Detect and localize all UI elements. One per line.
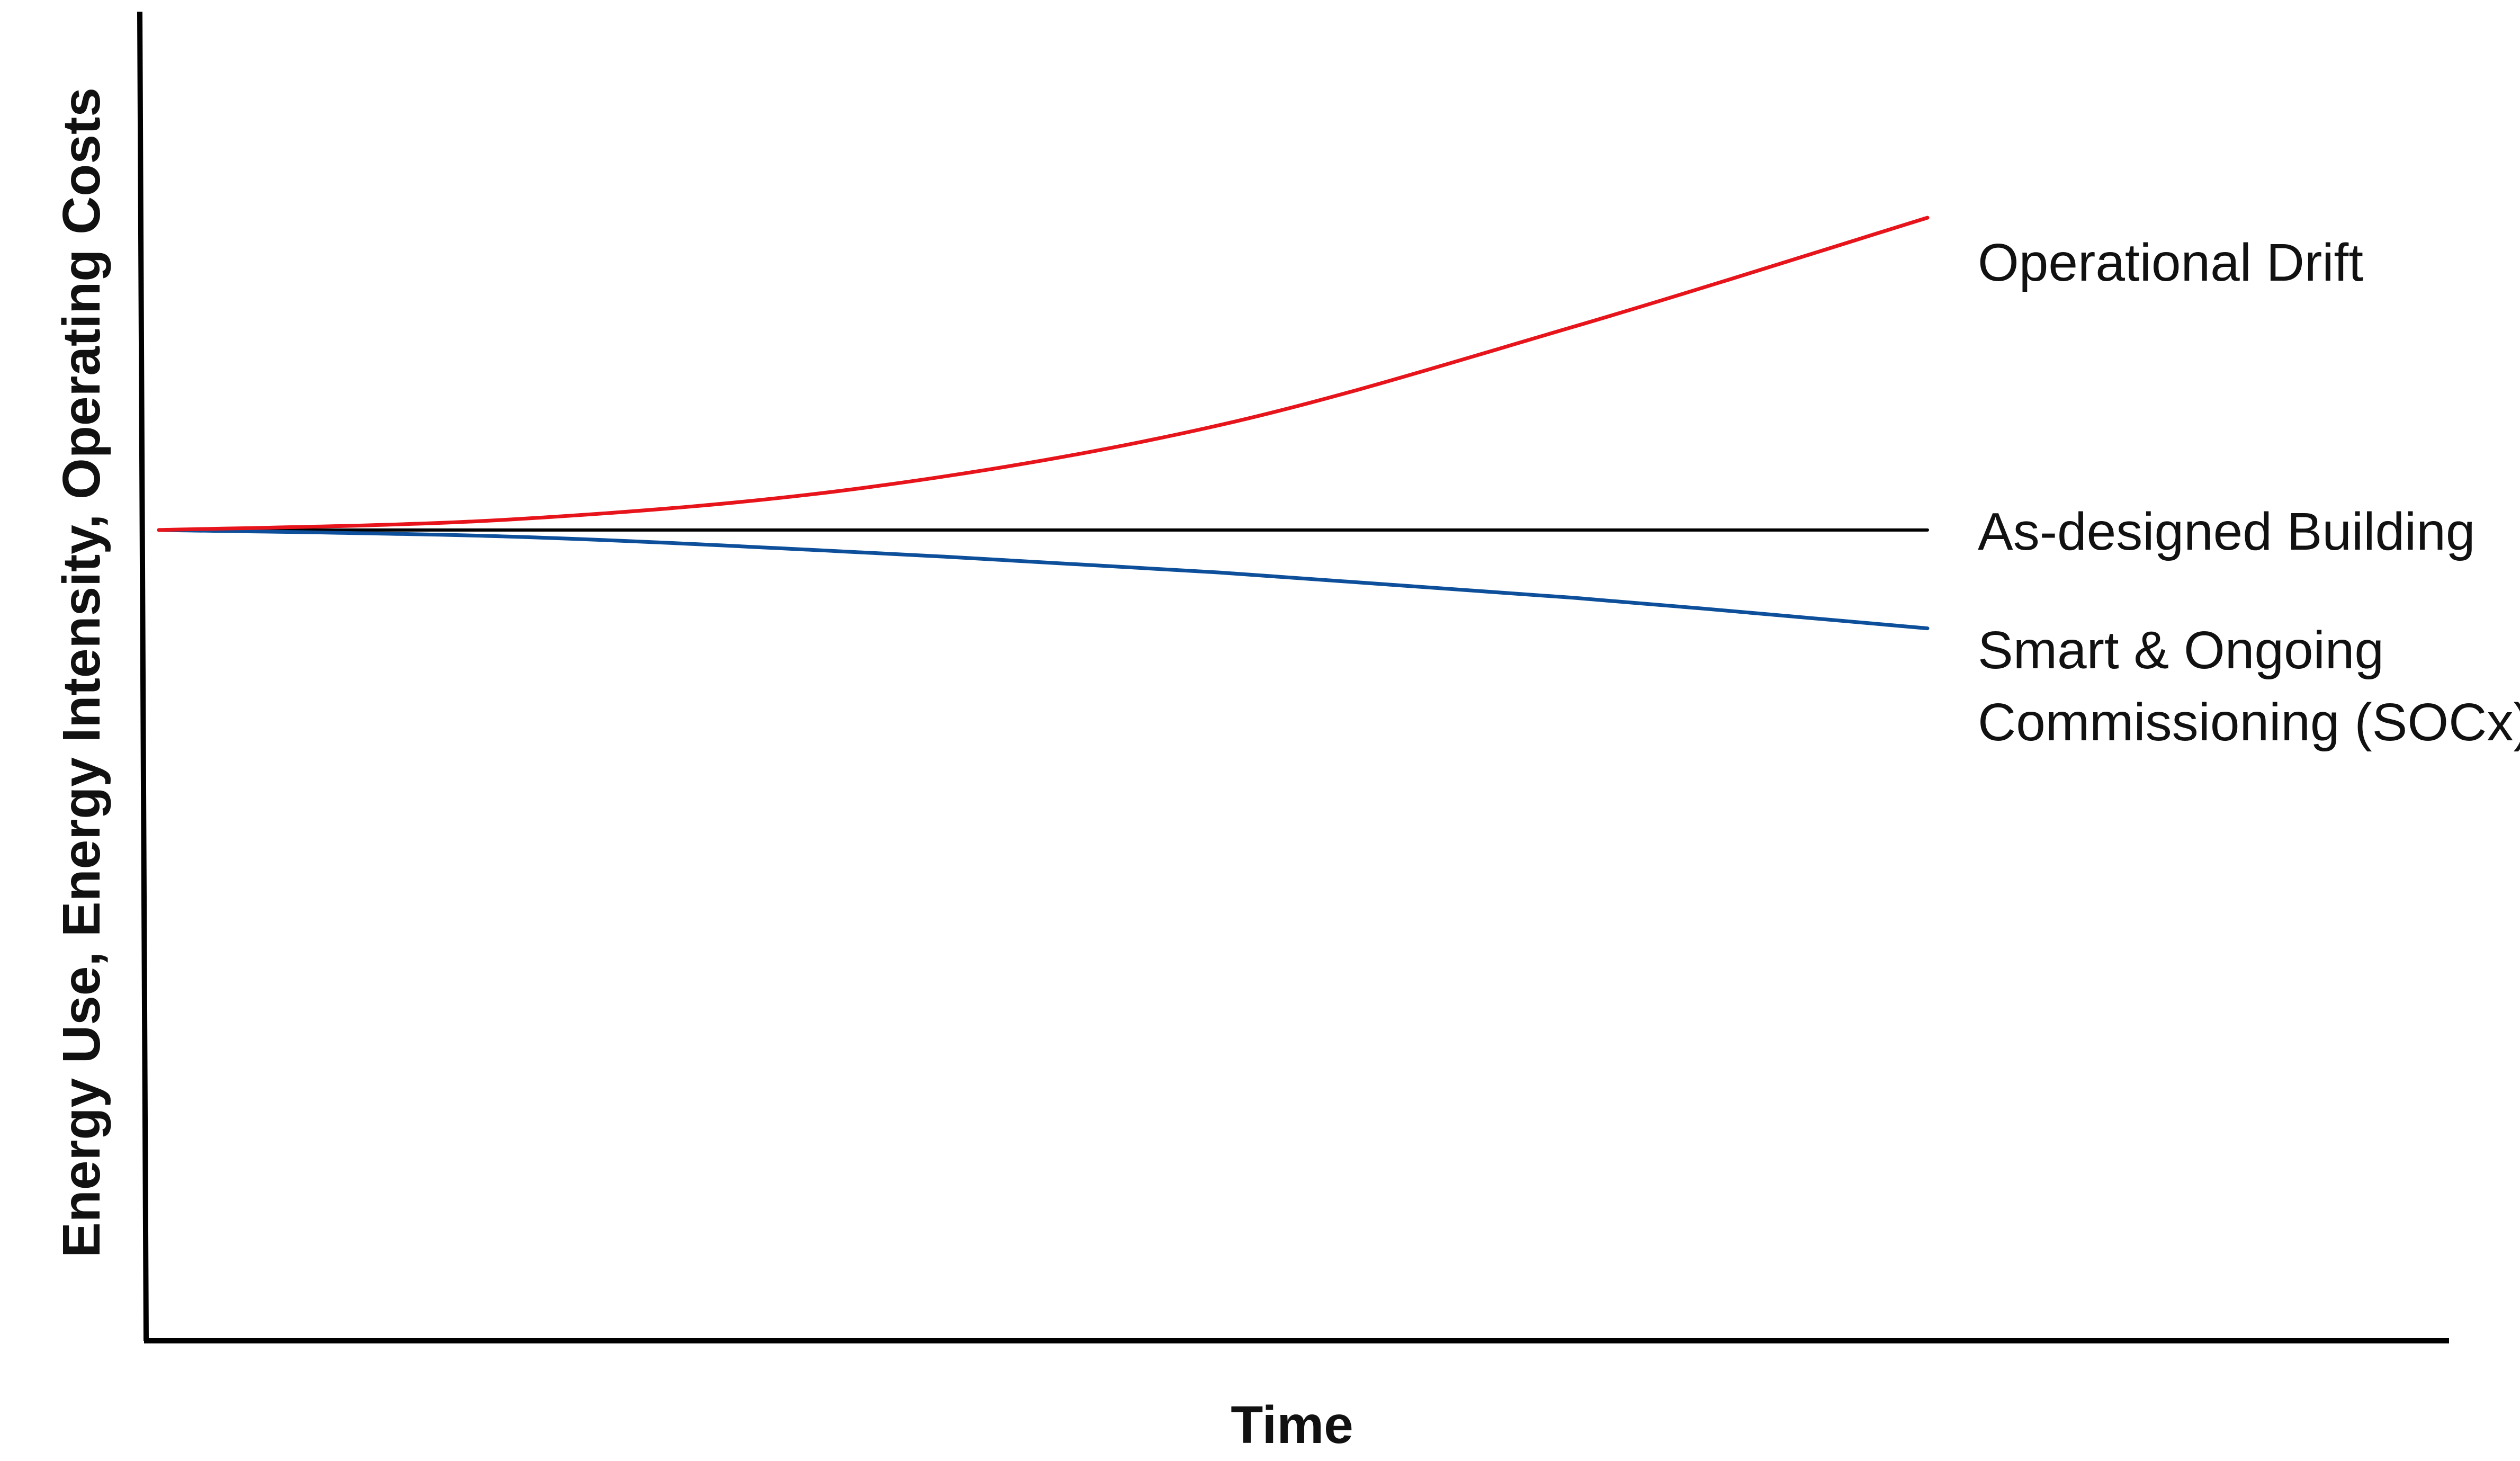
series-layer — [157, 216, 1930, 631]
series-label-as-designed-building: As-designed Building — [1978, 502, 2476, 561]
y-axis-title: Energy Use, Energy Intensity, Operating … — [52, 87, 111, 1258]
y-axis-line — [137, 11, 149, 1341]
series-label-socx-line-2: Commissioning (SOCx) — [1978, 693, 2520, 752]
series-line-operational-drift-with-arrow — [157, 216, 1930, 532]
series-line-smart-ongoing-commissioning-socx-with-arrow — [157, 528, 1930, 631]
x-axis-title: Time — [1231, 1395, 1353, 1455]
series-label-operational-drift: Operational Drift — [1978, 233, 2363, 292]
series-label-socx-line-1: Smart & Ongoing — [1978, 621, 2384, 680]
